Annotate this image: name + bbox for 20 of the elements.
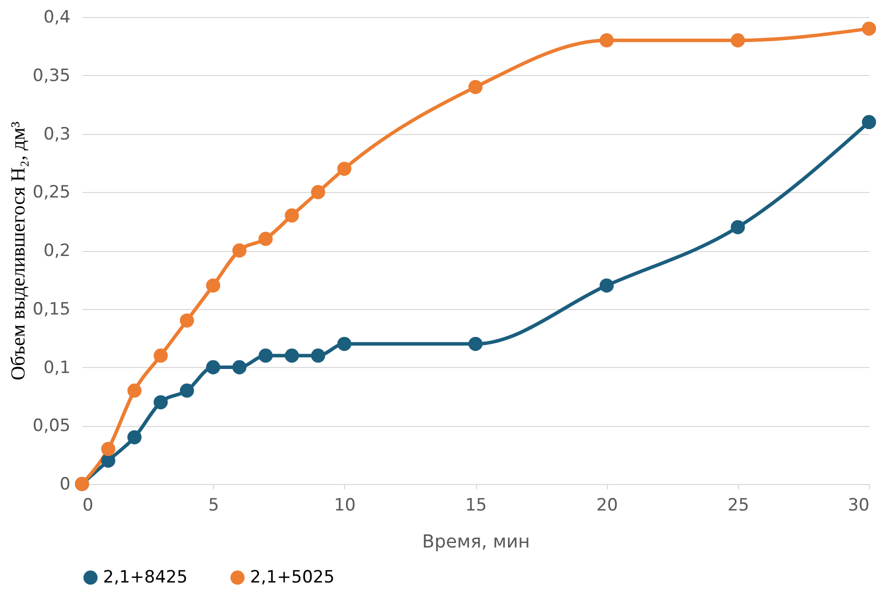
x-tick-label: 20 [596, 496, 618, 516]
x-tick-label: 5 [208, 496, 220, 516]
y-tick-label: 0,05 [32, 416, 70, 436]
y-tick-label: 0,15 [32, 299, 70, 320]
x-tick-label: 25 [728, 496, 750, 516]
y-tick-label: 0,25 [32, 182, 70, 203]
legend-label: 2,1+5025 [250, 568, 335, 588]
x-tick-label: 10 [334, 496, 356, 516]
y-axis-title: Объем выделившегося H₂, дм³ [8, 122, 30, 380]
y-tick-label: 0,4 [43, 8, 70, 28]
y-tick-label: 0 [60, 474, 70, 494]
x-tick-label: 0 [82, 496, 94, 516]
y-tick-label: 0,3 [43, 124, 70, 144]
x-axis-title: Время, мин [422, 532, 530, 552]
x-tick-label: 30 [848, 496, 870, 516]
y-tick-label: 0,1 [43, 358, 70, 378]
legend-label: 2,1+8425 [103, 568, 188, 588]
y-tick-label: 0,35 [32, 66, 70, 86]
y-tick-label: 0,2 [43, 241, 70, 261]
x-tick-label: 15 [465, 496, 487, 516]
